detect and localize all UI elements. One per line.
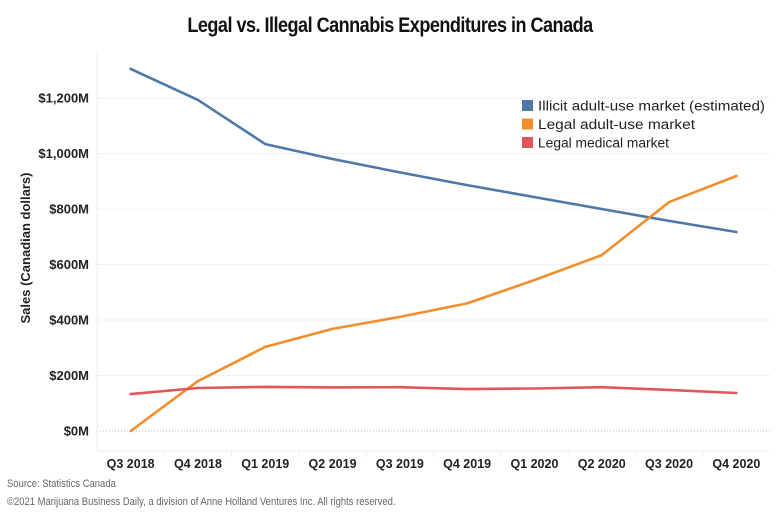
data-point [264, 142, 267, 146]
data-point [533, 195, 536, 199]
data-point [331, 386, 334, 389]
legend-item: Illicit adult-use market (estimated) [522, 99, 765, 114]
data-point [331, 157, 334, 161]
x-tick-label: Q3 2019 [376, 456, 424, 471]
legend-item: Legal medical market [522, 136, 669, 151]
data-point [196, 386, 200, 390]
data-point [465, 387, 469, 391]
data-point [264, 385, 267, 389]
legend-label: Legal medical market [538, 136, 669, 151]
legend-swatch [522, 137, 533, 148]
data-point [331, 327, 334, 331]
data-point [398, 315, 402, 319]
legend-label: Illicit adult-use market (estimated) [538, 99, 765, 114]
y-axis-ticks: $0M $200M $400M $600M $800M $1,000M $1,200M [38, 91, 89, 439]
y-tick-label: $200M [49, 368, 89, 383]
data-point [398, 385, 402, 389]
legend-swatch [522, 100, 533, 111]
data-point [533, 278, 536, 282]
data-point [735, 391, 738, 395]
y-tick-label: $0M [64, 424, 89, 439]
x-tick-label: Q3 2020 [645, 456, 693, 471]
data-point [533, 387, 536, 390]
data-point [196, 379, 200, 383]
x-tick-label: Q2 2020 [578, 456, 626, 471]
x-tick-label: Q2 2019 [309, 456, 357, 471]
x-tick-label: Q1 2019 [241, 456, 289, 471]
data-point [465, 183, 469, 187]
x-tick-label: Q4 2018 [174, 456, 222, 471]
series-line-0 [129, 67, 738, 234]
data-point [667, 219, 671, 223]
data-point [600, 207, 603, 211]
data-point [129, 429, 132, 433]
y-tick-label: $1,200M [38, 91, 89, 106]
legend: Illicit adult-use market (estimated) Lega… [522, 99, 765, 151]
legend-swatch [522, 118, 533, 130]
series-line-2 [129, 385, 738, 396]
chart-title: Legal vs. Illegal Cannabis Expenditures … [187, 14, 593, 37]
y-tick-label: $1,000M [38, 146, 89, 161]
y-axis-label: Sales (Canadian dollars) [18, 173, 33, 324]
series-line-1 [129, 174, 738, 433]
data-point [667, 200, 671, 204]
data-point [735, 230, 738, 234]
data-point [465, 302, 469, 305]
source-note: Source: Statistics Canada [7, 478, 116, 490]
x-tick-label: Q4 2020 [712, 456, 760, 471]
data-point [398, 171, 402, 174]
x-tick-label: Q4 2019 [443, 456, 491, 471]
copyright-note: ©2021 Marijuana Business Daily, a divisi… [7, 496, 396, 508]
data-point [196, 98, 200, 102]
y-tick-label: $600M [49, 257, 89, 272]
y-tick-label: $400M [49, 313, 89, 328]
data-point [735, 174, 738, 178]
legend-label: Legal adult-use market [538, 117, 695, 132]
series-lines [129, 67, 738, 433]
x-tick-label: Q1 2020 [510, 456, 558, 471]
data-point [129, 67, 132, 71]
y-tick-label: $800M [49, 202, 89, 217]
x-axis-ticks: Q3 2018 Q4 2018 Q1 2019 Q2 2019 Q3 2019 Q4 20… [107, 451, 760, 471]
data-point [667, 388, 671, 392]
legend-item: Legal adult-use market [522, 117, 695, 132]
data-point [600, 253, 603, 257]
data-point [129, 392, 132, 396]
x-tick-label: Q3 2018 [107, 456, 155, 471]
data-point [600, 385, 603, 389]
data-point [264, 345, 267, 349]
